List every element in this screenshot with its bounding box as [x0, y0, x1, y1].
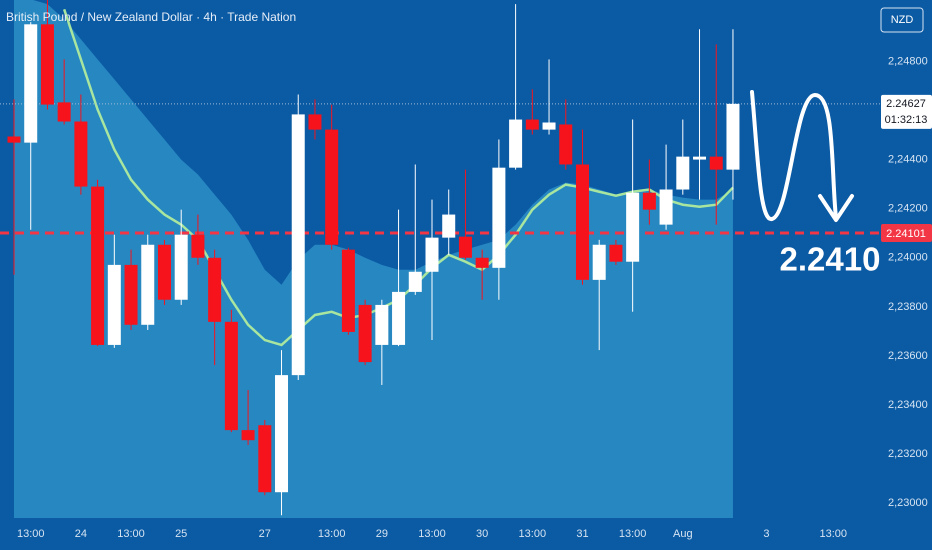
y-tick-label: 2,24200: [888, 203, 928, 215]
candle-body: [726, 103, 740, 170]
candle-body: [458, 236, 472, 258]
currency-box: [880, 7, 924, 33]
x-tick-label: 13:00: [318, 528, 346, 540]
chart-title: British Pound / New Zealand Dollar · 4h …: [6, 10, 296, 24]
candle-body: [57, 102, 71, 122]
candle-body: [442, 214, 456, 238]
candle-body: [509, 119, 523, 168]
candle-body: [525, 119, 539, 130]
candle-body: [609, 244, 623, 262]
candle-body: [642, 192, 656, 210]
candle-body: [325, 129, 339, 245]
candle-body: [475, 257, 489, 268]
candle-body: [40, 24, 54, 105]
x-tick-label: 27: [259, 528, 271, 540]
candle-body: [124, 264, 138, 325]
candle-body: [7, 136, 21, 143]
x-tick-label: 25: [175, 528, 187, 540]
candle-body: [575, 164, 589, 280]
candle-body: [275, 375, 289, 493]
candle-body: [24, 24, 38, 143]
x-tick-label: 13:00: [117, 528, 145, 540]
candle-body: [208, 257, 222, 322]
y-tick-label: 2,23400: [888, 399, 928, 411]
candle-body: [174, 234, 188, 300]
candle-layer: [7, 0, 740, 516]
candle-body: [141, 244, 155, 325]
candle-body: [408, 271, 422, 292]
y-tick-label: 2,23600: [888, 350, 928, 362]
y-tick-label: 2,23800: [888, 301, 928, 313]
candle-body: [224, 321, 238, 431]
candle-body: [559, 124, 573, 165]
candle-body: [626, 192, 640, 262]
candle-body: [542, 122, 556, 130]
y-tick-label: 2,23200: [888, 448, 928, 460]
x-tick-label: 13:00: [519, 528, 547, 540]
level-label: 2.24101: [886, 228, 926, 240]
level-annotation: 2.2410: [780, 241, 881, 278]
candle-body: [341, 249, 355, 332]
currency-label: NZD: [891, 14, 914, 26]
candle-body: [659, 189, 673, 225]
candle-body: [709, 156, 723, 170]
x-tick-label: 13:00: [17, 528, 45, 540]
candle-body: [91, 186, 105, 345]
cloud-area: [14, 0, 733, 518]
last-price-box: [881, 94, 932, 129]
candle-body: [291, 114, 305, 376]
x-tick-label: 29: [376, 528, 388, 540]
y-tick-label: 2,24000: [888, 252, 928, 264]
y-tick-label: 2,23000: [888, 497, 928, 509]
candle-body: [492, 167, 506, 268]
candle-body: [592, 244, 606, 280]
y-tick-label: 2,24800: [888, 55, 928, 67]
level-label-box: [881, 223, 932, 242]
x-tick-label: 3: [763, 528, 769, 540]
last-price-label: 2.24627: [886, 98, 926, 110]
x-tick-label: Aug: [673, 528, 693, 540]
forecast-arrow: [750, 90, 854, 222]
x-tick-label: 31: [576, 528, 588, 540]
candle-body: [157, 244, 171, 300]
x-tick-label: 13:00: [619, 528, 647, 540]
x-tick-label: 30: [476, 528, 488, 540]
candle-body: [107, 264, 121, 345]
candle-body: [308, 114, 322, 130]
x-tick-label: 13:00: [418, 528, 446, 540]
x-tick-label: 24: [75, 528, 87, 540]
y-tick-label: 2,24400: [888, 153, 928, 165]
candle-body: [358, 304, 372, 363]
cloud-layer: [14, 0, 733, 518]
candle-body: [74, 121, 88, 187]
candle-body: [191, 234, 205, 258]
countdown-label: 01:32:13: [885, 114, 928, 126]
candle-body: [375, 304, 389, 345]
candle-body: [676, 156, 690, 190]
candle-body: [693, 156, 707, 160]
candle-body: [392, 291, 406, 345]
candle-body: [258, 425, 272, 493]
x-tick-label: 13:00: [820, 528, 848, 540]
candle-body: [241, 430, 255, 441]
candle-body: [425, 237, 439, 272]
